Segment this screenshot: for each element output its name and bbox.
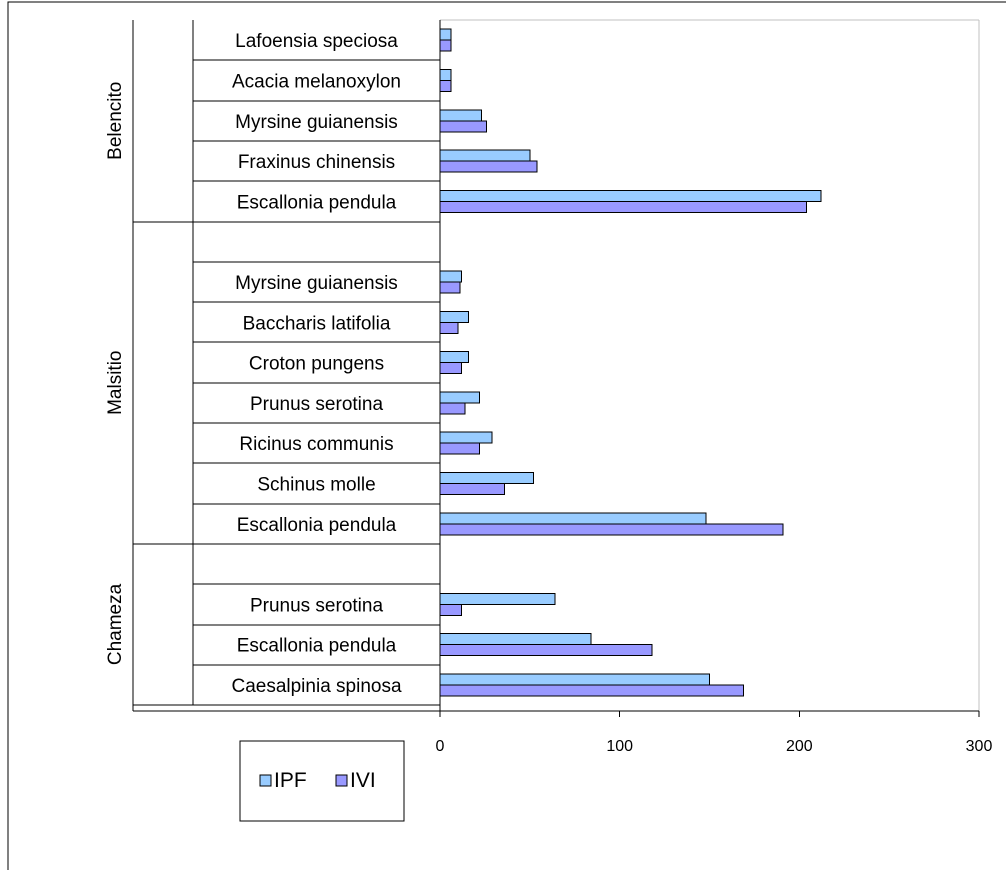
- category-label: Acacia melanoxylon: [232, 71, 401, 92]
- category-label: Myrsine guianensis: [235, 112, 398, 133]
- ipf-bar: [439, 512, 707, 525]
- x-tick-label: 100: [606, 738, 633, 755]
- ivi-bar: [439, 79, 452, 92]
- category-label: Fraxinus chinensis: [238, 152, 395, 173]
- x-tick-label: 0: [436, 738, 445, 755]
- ipf-bar: [439, 592, 556, 605]
- ipf-bar: [439, 28, 452, 41]
- group-label: Belencito: [105, 82, 126, 160]
- category-label: Prunus serotina: [250, 595, 384, 616]
- group-label: Chameza: [105, 583, 126, 665]
- category-labels: Belencito Malsitio Chameza Lafoensia specio…: [105, 31, 402, 697]
- category-label: Myrsine guianensis: [235, 273, 398, 294]
- ipf-bar: [439, 351, 470, 364]
- legend: IPF IVI: [239, 740, 405, 822]
- category-label: Prunus serotina: [250, 394, 384, 415]
- ipf-bar: [439, 310, 470, 323]
- ivi-bar: [439, 120, 488, 133]
- ipf-bar: [439, 270, 463, 283]
- legend-label-ivi: IVI: [350, 769, 376, 792]
- chart-frame: [7, 1, 1006, 870]
- bars: [439, 28, 822, 697]
- ivi-bar: [439, 402, 466, 415]
- category-label: Escallonia pendula: [237, 515, 397, 536]
- ipf-bar: [439, 431, 493, 444]
- category-label: Escallonia pendula: [237, 192, 397, 213]
- ipf-bar: [439, 633, 592, 646]
- ivi-bar: [439, 442, 481, 455]
- ivi-bar: [439, 200, 808, 213]
- outer-border: [7, 1, 1006, 870]
- category-label: Escallonia pendula: [237, 636, 397, 657]
- ivi-bar: [439, 482, 506, 495]
- ipf-bar: [439, 471, 534, 484]
- category-label: Caesalpinia spinosa: [231, 676, 401, 697]
- category-label: Schinus molle: [257, 474, 375, 495]
- x-tick-label: 300: [966, 738, 993, 755]
- category-label: Ricinus communis: [239, 434, 393, 455]
- ipf-bar: [439, 109, 482, 122]
- category-label: Baccharis latifolia: [243, 313, 391, 334]
- legend-swatch-ivi: [335, 774, 348, 787]
- ivi-bar: [439, 603, 463, 616]
- x-axis: 0 100 200 300: [436, 710, 993, 755]
- ipf-bar: [439, 68, 452, 81]
- group-label: Malsitio: [105, 350, 126, 414]
- ivi-bar: [439, 644, 653, 657]
- legend-label-ipf: IPF: [274, 769, 307, 792]
- ipf-bar: [439, 149, 531, 162]
- ipf-bar: [439, 673, 710, 686]
- ivi-bar: [439, 281, 461, 294]
- ivi-bar: [439, 362, 463, 375]
- x-tick-label: 200: [786, 738, 813, 755]
- ipf-bar: [439, 391, 481, 404]
- category-label: Lafoensia speciosa: [235, 31, 398, 52]
- ipf-bar: [439, 189, 822, 202]
- ivi-bar: [439, 684, 745, 697]
- ivi-bar: [439, 523, 784, 536]
- ivi-bar: [439, 321, 459, 334]
- ivi-bar: [439, 160, 538, 173]
- category-label: Croton pungens: [249, 354, 384, 375]
- ivi-bar: [439, 39, 452, 52]
- legend-swatch-ipf: [259, 774, 272, 787]
